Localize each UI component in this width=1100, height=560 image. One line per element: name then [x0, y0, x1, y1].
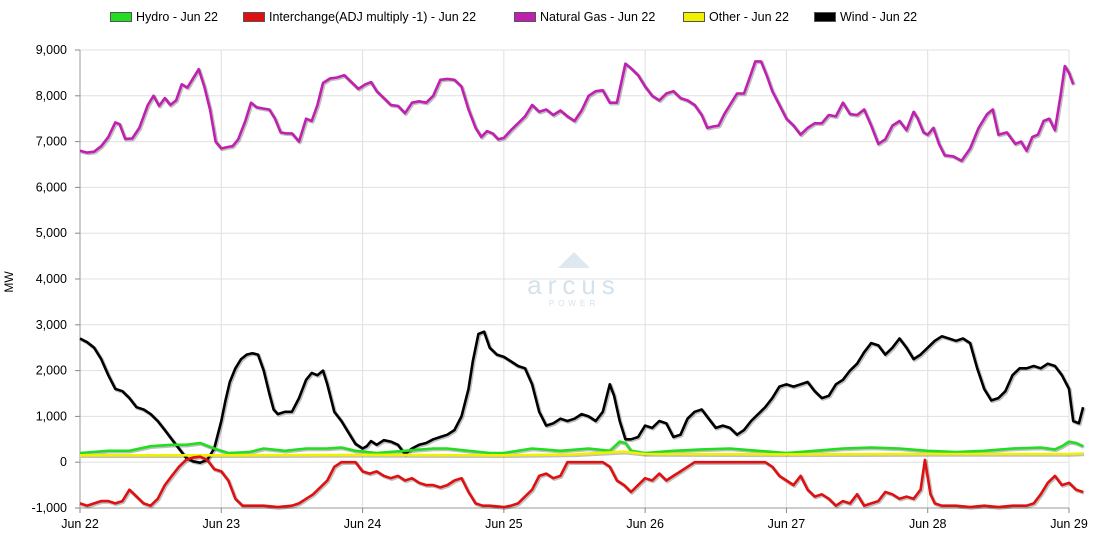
- watermark-logo-mark: [558, 252, 590, 268]
- series-lines: [79, 60, 1086, 510]
- x-tick-label: Jun 28: [909, 517, 947, 531]
- legend-swatch: [110, 12, 132, 22]
- x-tick-label: Jun 22: [61, 517, 99, 531]
- series-line[interactable]: [79, 455, 1084, 509]
- legend-label: Wind - Jun 22: [840, 10, 918, 24]
- legend-label: Other - Jun 22: [709, 10, 789, 24]
- legend-item[interactable]: Other - Jun 22: [683, 10, 789, 24]
- legend-item[interactable]: Natural Gas - Jun 22: [514, 10, 655, 24]
- series-shadow: [80, 330, 1086, 466]
- x-tick-label: Jun 26: [626, 517, 664, 531]
- legend-label: Hydro - Jun 22: [136, 10, 218, 24]
- legend-swatch: [514, 12, 536, 22]
- series-line[interactable]: [80, 450, 1084, 457]
- y-tick-label: 4,000: [36, 272, 67, 286]
- legend-swatch: [243, 12, 265, 22]
- legend-item[interactable]: Interchange(ADJ multiply -1) - Jun 22: [243, 10, 476, 24]
- legend-label: Interchange(ADJ multiply -1) - Jun 22: [269, 10, 477, 24]
- y-tick-label: 7,000: [36, 135, 67, 149]
- watermark-sub: POWER: [549, 299, 599, 308]
- y-tick-label: 6,000: [36, 180, 67, 194]
- y-tick-label: 0: [60, 455, 67, 469]
- legend-item[interactable]: Wind - Jun 22: [814, 10, 917, 24]
- y-tick-label: 8,000: [36, 89, 67, 103]
- x-tick-label: Jun 24: [344, 517, 382, 531]
- legend-swatch: [814, 12, 836, 22]
- x-tick-label: Jun 25: [485, 517, 523, 531]
- x-tick-label: Jun 29: [1050, 517, 1088, 531]
- x-tick-label: Jun 27: [768, 517, 806, 531]
- legend-swatch: [683, 12, 705, 22]
- watermark: arcus POWER: [527, 252, 621, 308]
- series-line[interactable]: [79, 440, 1084, 455]
- x-tick-label: Jun 23: [203, 517, 241, 531]
- y-tick-label: 3,000: [36, 318, 67, 332]
- y-tick-label: -1,000: [32, 501, 67, 515]
- series-line[interactable]: [79, 330, 1085, 464]
- y-tick-label: 9,000: [36, 43, 67, 57]
- series-line[interactable]: [79, 60, 1075, 163]
- legend-item[interactable]: Hydro - Jun 22: [110, 10, 218, 24]
- y-axis-title: MW: [2, 271, 16, 293]
- watermark-brand: arcus: [527, 270, 621, 300]
- tick-labels: -1,000 0 1,000 2,000 3,000 4,000 5,000 6,000 7,0…: [32, 43, 1088, 531]
- axes: [75, 49, 1070, 513]
- legend-label: Natural Gas - Jun 22: [540, 10, 656, 24]
- y-tick-label: 5,000: [36, 226, 67, 240]
- y-tick-label: 2,000: [36, 364, 67, 378]
- chart-legend: Hydro - Jun 22 Interchange(ADJ multiply -…: [0, 10, 1100, 30]
- y-tick-label: 1,000: [36, 409, 67, 423]
